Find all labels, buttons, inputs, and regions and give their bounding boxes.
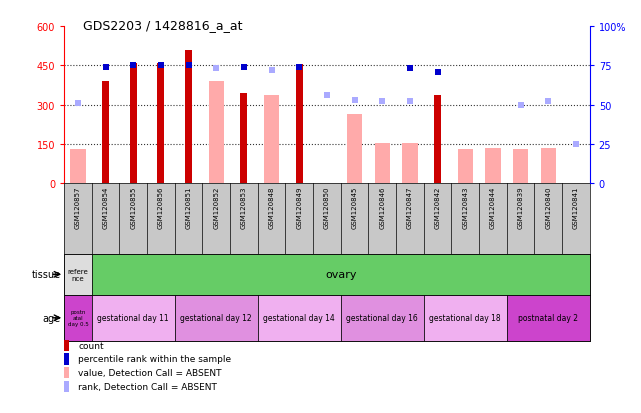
Text: GDS2203 / 1428816_a_at: GDS2203 / 1428816_a_at — [83, 19, 243, 31]
Text: gestational day 16: gestational day 16 — [346, 313, 418, 323]
Text: GSM120844: GSM120844 — [490, 186, 496, 228]
Bar — [240, 93, 247, 184]
Bar — [185, 50, 192, 184]
Text: GSM120840: GSM120840 — [545, 186, 551, 228]
Text: GSM120848: GSM120848 — [269, 186, 274, 228]
Bar — [341, 295, 424, 341]
Text: refere
nce: refere nce — [67, 268, 88, 281]
Bar — [175, 295, 258, 341]
Bar — [208, 82, 224, 184]
Bar — [64, 254, 92, 295]
Text: GSM120845: GSM120845 — [351, 186, 358, 228]
Text: GSM120856: GSM120856 — [158, 186, 164, 228]
Bar — [458, 150, 473, 184]
Bar — [485, 148, 501, 184]
Text: GSM120846: GSM120846 — [379, 186, 385, 228]
Bar — [92, 295, 175, 341]
Text: gestational day 12: gestational day 12 — [180, 313, 252, 323]
Bar — [71, 150, 85, 184]
Text: GSM120852: GSM120852 — [213, 186, 219, 228]
Text: tissue: tissue — [32, 270, 61, 280]
Text: gestational day 11: gestational day 11 — [97, 313, 169, 323]
Bar — [258, 295, 341, 341]
Bar — [403, 143, 417, 184]
Bar — [264, 96, 279, 184]
Text: ovary: ovary — [325, 270, 356, 280]
Bar — [540, 148, 556, 184]
Text: age: age — [43, 313, 61, 323]
Bar — [424, 295, 507, 341]
Bar — [64, 295, 92, 341]
Bar — [296, 65, 303, 184]
Bar — [158, 64, 164, 184]
Text: rank, Detection Call = ABSENT: rank, Detection Call = ABSENT — [78, 382, 217, 391]
Text: GSM120853: GSM120853 — [241, 186, 247, 228]
Bar — [102, 82, 109, 184]
Text: GSM120847: GSM120847 — [407, 186, 413, 228]
Bar — [129, 64, 137, 184]
Text: GSM120842: GSM120842 — [435, 186, 440, 228]
Text: gestational day 18: gestational day 18 — [429, 313, 501, 323]
Text: percentile rank within the sample: percentile rank within the sample — [78, 355, 231, 363]
Bar — [434, 96, 441, 184]
Text: gestational day 14: gestational day 14 — [263, 313, 335, 323]
Text: value, Detection Call = ABSENT: value, Detection Call = ABSENT — [78, 368, 222, 377]
Text: count: count — [78, 341, 104, 350]
Text: GSM120857: GSM120857 — [75, 186, 81, 228]
Text: GSM120849: GSM120849 — [296, 186, 303, 228]
Text: GSM120850: GSM120850 — [324, 186, 330, 228]
Bar — [507, 295, 590, 341]
Text: GSM120855: GSM120855 — [130, 186, 137, 228]
Text: postnatal day 2: postnatal day 2 — [518, 313, 578, 323]
Bar — [374, 143, 390, 184]
Bar — [347, 114, 362, 184]
Text: GSM120843: GSM120843 — [462, 186, 468, 228]
Text: GSM120839: GSM120839 — [517, 186, 524, 228]
Text: postn
atal
day 0.5: postn atal day 0.5 — [67, 310, 88, 326]
Text: GSM120851: GSM120851 — [186, 186, 192, 228]
Bar — [513, 150, 528, 184]
Text: GSM120841: GSM120841 — [573, 186, 579, 228]
Text: GSM120854: GSM120854 — [103, 186, 108, 228]
